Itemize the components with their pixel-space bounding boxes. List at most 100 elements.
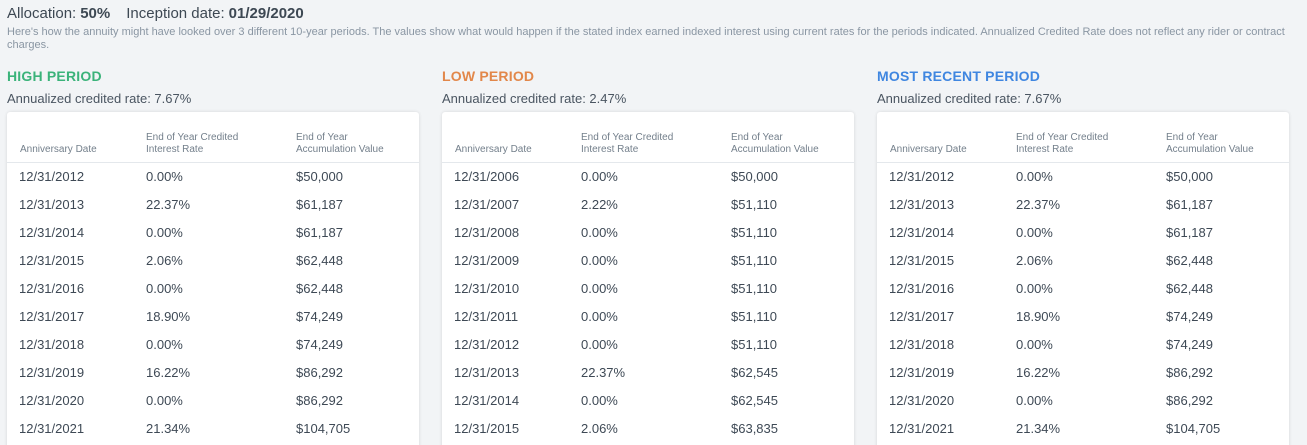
table-row: 12/31/2018 0.00% $74,249 [7, 331, 419, 359]
table-row: 12/31/2007 2.22% $51,110 [442, 191, 854, 219]
cell-anniversary-date: 12/31/2013 [454, 365, 520, 380]
cell-accumulation-value: $61,187 [296, 225, 343, 240]
cell-accumulation-value: $104,705 [296, 421, 351, 436]
cell-credited-rate: 16.22% [1016, 365, 1061, 380]
table-row: 12/31/2008 0.00% $51,110 [442, 219, 854, 247]
cell-credited-rate: 0.00% [146, 281, 183, 296]
cell-accumulation-value: $62,545 [731, 365, 778, 380]
cell-credited-rate: 0.00% [1016, 169, 1053, 184]
cell-credited-rate: 16.22% [146, 365, 191, 380]
table-row: 12/31/2020 0.00% $86,292 [877, 387, 1289, 415]
cell-anniversary-date: 12/31/2020 [19, 393, 85, 408]
cell-anniversary-date: 12/31/2015 [889, 253, 955, 268]
cell-accumulation-value: $61,187 [1166, 225, 1213, 240]
cell-accumulation-value: $51,110 [731, 253, 778, 268]
cell-accumulation-value: $51,110 [731, 337, 778, 352]
cell-credited-rate: 0.00% [581, 253, 618, 268]
panel-most-recent-period: MOST RECENT PERIOD Annualized credited r… [877, 67, 1289, 445]
table-row: 12/31/2013 22.37% $62,545 [442, 359, 854, 387]
cell-accumulation-value: $50,000 [1166, 169, 1213, 184]
cell-credited-rate: 22.37% [1016, 197, 1061, 212]
cell-accumulation-value: $61,187 [296, 197, 343, 212]
table-row: 12/31/2015 2.06% $62,448 [7, 247, 419, 275]
cell-anniversary-date: 12/31/2013 [889, 197, 955, 212]
table-row: 12/31/2009 0.00% $51,110 [442, 247, 854, 275]
table-row: 12/31/2020 0.00% $86,292 [7, 387, 419, 415]
cell-anniversary-date: 12/31/2019 [19, 365, 85, 380]
cell-credited-rate: 2.22% [581, 197, 618, 212]
table-row: 12/31/2021 21.34% $104,705 [7, 415, 419, 443]
cell-credited-rate: 21.34% [146, 421, 191, 436]
cell-anniversary-date: 12/31/2012 [454, 337, 520, 352]
allocation-label: Allocation: [7, 5, 77, 22]
table-row: 12/31/2018 0.00% $74,249 [877, 331, 1289, 359]
cell-accumulation-value: $86,292 [296, 393, 343, 408]
panel-low-period: LOW PERIOD Annualized credited rate: 2.4… [442, 67, 854, 445]
table-row: 12/31/2019 16.22% $86,292 [877, 359, 1289, 387]
cell-accumulation-value: $62,545 [731, 393, 778, 408]
table-row: 12/31/2021 21.34% $104,705 [877, 415, 1289, 443]
table-row: 12/31/2014 0.00% $62,545 [442, 387, 854, 415]
table-row: 12/31/2016 0.00% $62,448 [877, 275, 1289, 303]
cell-accumulation-value: $62,448 [296, 253, 343, 268]
cell-credited-rate: 0.00% [146, 337, 183, 352]
cell-credited-rate: 18.90% [1016, 309, 1061, 324]
cell-anniversary-date: 12/31/2016 [889, 281, 955, 296]
cell-anniversary-date: 12/31/2008 [454, 225, 520, 240]
cell-credited-rate: 0.00% [146, 169, 183, 184]
cell-accumulation-value: $74,249 [296, 337, 343, 352]
table-row: 12/31/2011 0.00% $51,110 [442, 303, 854, 331]
cell-anniversary-date: 12/31/2017 [19, 309, 85, 324]
cell-accumulation-value: $86,292 [1166, 365, 1213, 380]
cell-credited-rate: 2.06% [146, 253, 183, 268]
cell-credited-rate: 2.06% [1016, 253, 1053, 268]
cell-credited-rate: 22.37% [146, 197, 191, 212]
periods-container: HIGH PERIOD Annualized credited rate: 7.… [7, 67, 1307, 445]
table-row: 12/31/2019 16.22% $86,292 [7, 359, 419, 387]
panel-title: HIGH PERIOD [7, 68, 102, 84]
cell-anniversary-date: 12/31/2007 [454, 197, 520, 212]
table-row: 12/31/2010 0.00% $51,110 [442, 275, 854, 303]
cell-accumulation-value: $62,448 [1166, 281, 1213, 296]
cell-anniversary-date: 12/31/2018 [19, 337, 85, 352]
cell-accumulation-value: $51,110 [731, 309, 778, 324]
table-row: 12/31/2012 0.00% $51,110 [442, 331, 854, 359]
cell-accumulation-value: $86,292 [1166, 393, 1213, 408]
column-header-value: End of Year Accumulation Value [1166, 132, 1254, 155]
table-body: 12/31/2012 0.00% $50,000 12/31/2013 22.37% $6… [877, 163, 1289, 443]
annualized-rate: Annualized credited rate: 7.67% [877, 91, 1062, 106]
cell-anniversary-date: 12/31/2014 [19, 225, 85, 240]
cell-anniversary-date: 12/31/2012 [889, 169, 955, 184]
period-table: Anniversary Date End of Year Credited In… [442, 112, 854, 445]
table-body: 12/31/2006 0.00% $50,000 12/31/2007 2.22% $51… [442, 163, 854, 443]
annualized-rate: Annualized credited rate: 2.47% [442, 91, 627, 106]
inception-label: Inception date: [126, 5, 225, 22]
cell-anniversary-date: 12/31/2012 [19, 169, 85, 184]
cell-credited-rate: 18.90% [146, 309, 191, 324]
cell-credited-rate: 21.34% [1016, 421, 1061, 436]
cell-credited-rate: 0.00% [581, 309, 618, 324]
cell-credited-rate: 0.00% [581, 281, 618, 296]
table-row: 12/31/2017 18.90% $74,249 [7, 303, 419, 331]
cell-credited-rate: 0.00% [146, 225, 183, 240]
cell-credited-rate: 22.37% [581, 365, 626, 380]
table-row: 12/31/2013 22.37% $61,187 [877, 191, 1289, 219]
cell-credited-rate: 0.00% [581, 393, 618, 408]
column-header-rate: End of Year Credited Interest Rate [146, 132, 239, 155]
table-row: 12/31/2016 0.00% $62,448 [7, 275, 419, 303]
cell-accumulation-value: $74,249 [1166, 337, 1213, 352]
table-header: Anniversary Date End of Year Credited In… [877, 112, 1289, 163]
column-header-value: End of Year Accumulation Value [731, 132, 819, 155]
column-header-date: Anniversary Date [455, 144, 532, 155]
panel-title: MOST RECENT PERIOD [877, 68, 1041, 84]
table-row: 12/31/2015 2.06% $62,448 [877, 247, 1289, 275]
cell-anniversary-date: 12/31/2021 [19, 421, 85, 436]
cell-anniversary-date: 12/31/2015 [454, 421, 520, 436]
column-header-rate: End of Year Credited Interest Rate [581, 132, 674, 155]
summary-line: Allocation: 50% Inception date: 01/29/2020 [7, 4, 1299, 23]
table-row: 12/31/2013 22.37% $61,187 [7, 191, 419, 219]
cell-accumulation-value: $51,110 [731, 197, 778, 212]
cell-anniversary-date: 12/31/2015 [19, 253, 85, 268]
cell-credited-rate: 0.00% [1016, 337, 1053, 352]
